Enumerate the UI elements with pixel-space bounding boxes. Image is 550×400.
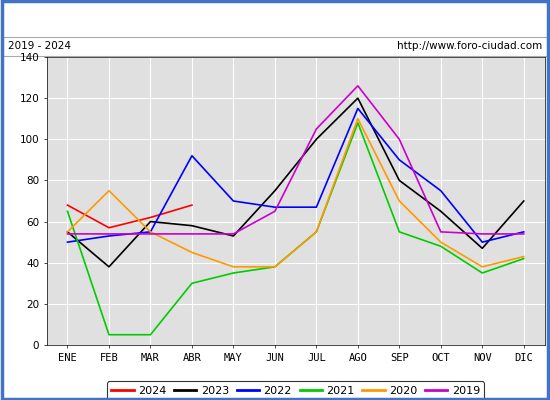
Text: http://www.foro-ciudad.com: http://www.foro-ciudad.com [397, 41, 542, 51]
Bar [3, 36, 547, 56]
Legend: 2024, 2023, 2022, 2021, 2020, 2019: 2024, 2023, 2022, 2021, 2020, 2019 [107, 381, 485, 400]
Text: 2019 - 2024: 2019 - 2024 [8, 41, 72, 51]
Text: Evolucion Nº Turistas Extranjeros en el municipio de Fresno de Cantespino: Evolucion Nº Turistas Extranjeros en el … [28, 11, 522, 24]
